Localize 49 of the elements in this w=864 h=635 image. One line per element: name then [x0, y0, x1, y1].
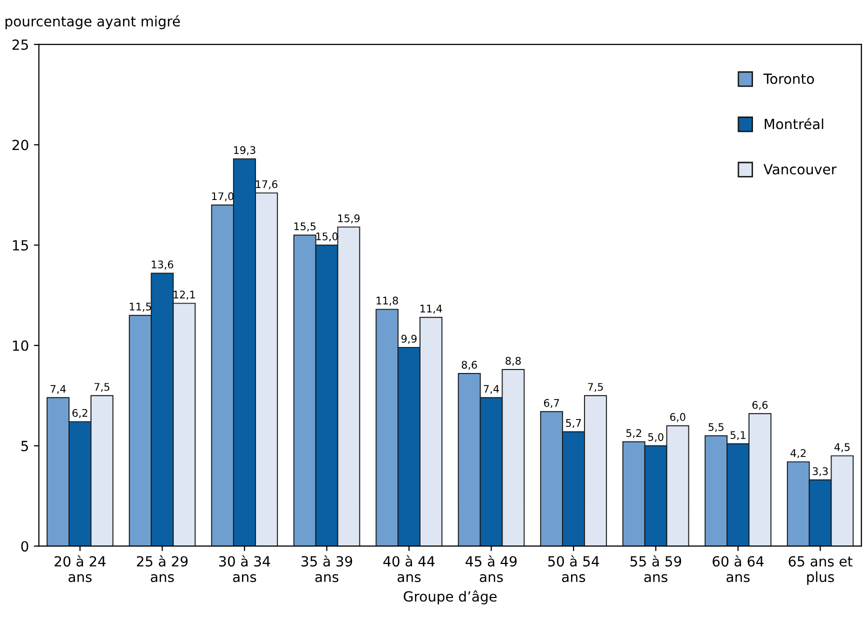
x-tick-label: 65 ans et plus — [788, 556, 852, 585]
data-label: 6,0 — [670, 413, 686, 422]
data-label: 19,3 — [234, 146, 256, 156]
y-tick-label: 20 — [12, 140, 28, 150]
data-label: 4,2 — [790, 449, 806, 458]
data-label: 6,6 — [752, 400, 768, 410]
data-label: 11,4 — [420, 304, 442, 314]
data-label: 9,9 — [401, 334, 417, 344]
y-tick-label: 25 — [12, 39, 28, 50]
data-label: 15,9 — [338, 214, 360, 224]
legend-label: Montréal — [764, 118, 824, 130]
data-label: 6,7 — [544, 398, 559, 408]
data-label: 11,8 — [376, 296, 398, 306]
y-tick-label: 15 — [13, 240, 28, 251]
data-label: 7,4 — [50, 385, 66, 394]
data-label: 5,1 — [730, 431, 746, 440]
x-tick-label: 40 à 44 ans — [383, 555, 435, 582]
data-label: 5,0 — [648, 433, 664, 442]
x-tick-label: 30 à 34 ans — [219, 555, 270, 582]
data-label: 7,5 — [588, 383, 603, 392]
legend-label: Vancouver — [764, 164, 837, 174]
x-tick-label: 55 à 59 ans — [630, 555, 682, 582]
x-tick-label: 25 à 29 ans — [136, 555, 188, 582]
data-label: 5,7 — [566, 419, 581, 428]
data-label: 8,8 — [506, 356, 521, 366]
x-tick-label: 35 à 39 ans — [301, 555, 352, 582]
y-tick-label: 10 — [13, 340, 28, 351]
data-label: 3,3 — [812, 467, 828, 476]
y-tick-label: 5 — [21, 440, 28, 452]
x-tick-label: 50 à 54 ans — [548, 555, 600, 582]
data-label: 8,6 — [462, 360, 477, 370]
data-label: 7,4 — [484, 385, 499, 394]
data-label: 7,5 — [94, 383, 110, 392]
data-label: 6,2 — [72, 409, 88, 418]
x-axis-title: Groupe d’âge — [404, 590, 497, 604]
data-label: 5,2 — [626, 429, 642, 438]
data-label: 12,1 — [174, 290, 195, 300]
x-tick-label: 45 à 49 ans — [466, 555, 517, 582]
legend-label: Toronto — [763, 74, 814, 84]
data-label: 17,6 — [256, 180, 278, 190]
data-label: 13,6 — [152, 260, 174, 270]
data-label: 11,5 — [130, 302, 152, 312]
y-axis-title: pourcentage ayant migré — [6, 15, 180, 30]
data-label: 5,5 — [708, 423, 724, 432]
y-tick-label: 0 — [21, 541, 28, 552]
data-label: 15,5 — [294, 222, 316, 232]
data-label: 4,5 — [834, 443, 850, 452]
x-tick-label: 60 à 64 ans — [712, 555, 764, 582]
x-tick-label: 20 à 24 ans — [54, 555, 106, 582]
